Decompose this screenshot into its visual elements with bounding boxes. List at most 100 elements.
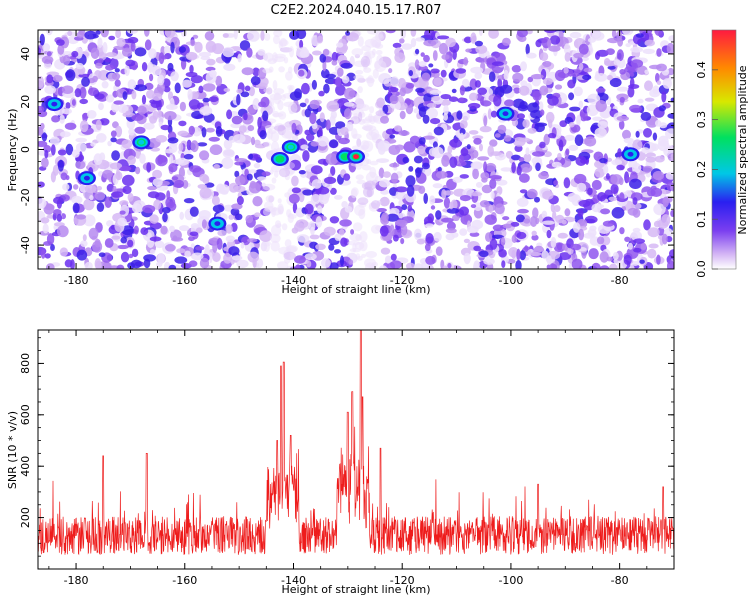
heatmap-cell <box>433 126 444 136</box>
heatmap-cell <box>422 135 435 140</box>
heatmap-cells <box>38 30 674 269</box>
heatmap-cell <box>605 48 615 55</box>
heatmap-cell <box>474 72 483 80</box>
heatmap-cell <box>568 121 575 128</box>
heatmap-cell <box>625 176 631 183</box>
heatmap-cell <box>298 69 305 77</box>
heatmap-cell <box>470 32 477 44</box>
heatmap-cell <box>140 227 149 236</box>
heatmap-cell <box>595 51 600 61</box>
heatmap-cell <box>516 30 528 38</box>
heatmap-cell <box>539 85 549 96</box>
heatmap-cell <box>53 196 64 204</box>
heatmap-cell <box>380 247 391 255</box>
heatmap-cell <box>480 172 490 180</box>
heatmap-cell <box>481 184 493 194</box>
heatmap-cell <box>587 187 593 196</box>
heatmap-cell <box>468 102 481 109</box>
heatmap-cell <box>375 110 385 117</box>
heatmap-cell <box>279 37 288 47</box>
x-tick-label: -180 <box>64 274 89 287</box>
heatmap-cell <box>194 41 203 53</box>
heatmap-cell <box>360 144 369 150</box>
heatmap-cell <box>670 210 674 217</box>
heatmap-cell <box>624 236 631 242</box>
heatmap-cell <box>215 125 223 137</box>
heatmap-cell <box>195 227 203 233</box>
heatmap-cell <box>322 59 327 72</box>
heatmap-cell <box>425 233 434 244</box>
heatmap-cell <box>152 178 163 187</box>
heatmap-cell <box>164 30 176 38</box>
heatmap-cell <box>116 264 125 269</box>
heatmap-cell <box>670 153 674 162</box>
heatmap-cell <box>463 238 470 244</box>
heatmap-cell <box>503 69 509 81</box>
heatmap-cell <box>246 47 253 58</box>
heatmap-cell <box>594 73 608 82</box>
heatmap-cell <box>656 80 662 85</box>
heatmap-cell <box>375 31 384 39</box>
heatmap-cell <box>449 201 454 210</box>
heatmap-cell <box>642 48 655 55</box>
heatmap-cell <box>171 237 184 242</box>
heatmap-cell <box>178 46 186 53</box>
y-tick-label: 400 <box>19 456 32 477</box>
heatmap-cell <box>90 47 100 59</box>
heatmap-cell <box>577 209 584 218</box>
colorbar-ticks: 0.0 0.1 0.2 0.3 0.4 <box>695 61 718 278</box>
heatmap-cell <box>548 45 561 52</box>
heatmap-cell <box>463 36 473 44</box>
heatmap-cell <box>171 159 185 165</box>
heatmap-cell <box>415 87 425 93</box>
heatmap-cell <box>38 76 44 88</box>
heatmap-cell <box>405 82 415 89</box>
heatmap-cell <box>629 77 635 89</box>
heatmap-cell <box>423 193 429 204</box>
heatmap-cell <box>340 62 353 69</box>
colorbar: 0.0 0.1 0.2 0.3 0.4 Normalized spectral ampl… <box>695 29 749 278</box>
heatmap-cell <box>484 214 497 225</box>
heatmap-cell <box>122 174 135 186</box>
heatmap-cell <box>125 110 131 116</box>
heatmap-cell <box>635 130 640 138</box>
heatmap-cell <box>247 30 260 42</box>
heatmap-cell <box>60 131 71 138</box>
heatmap-cell <box>130 41 136 52</box>
heatmap-cell <box>430 68 440 74</box>
heatmap-cell <box>52 75 63 82</box>
heatmap-cell <box>157 74 165 86</box>
heatmap-cell <box>355 92 360 102</box>
heatmap-cell <box>383 171 391 178</box>
heatmap-cell <box>340 255 344 267</box>
heatmap-cell <box>120 204 130 217</box>
heatmap-cell <box>51 115 61 123</box>
heatmap-cell <box>118 104 129 114</box>
y-tick-label: 200 <box>19 507 32 528</box>
heatmap-cell <box>79 86 87 99</box>
heatmap-cell <box>130 259 142 269</box>
heatmap-cell <box>406 184 415 197</box>
heatmap-cell <box>380 115 389 124</box>
heatmap-cell <box>127 36 139 44</box>
heatmap-cell <box>98 102 104 111</box>
heatmap-cell <box>623 254 632 265</box>
heatmap-cell <box>538 171 550 180</box>
heatmap-cell <box>287 66 293 74</box>
heatmap-cell <box>488 30 499 39</box>
heatmap-cell <box>609 77 622 88</box>
heatmap-cell <box>359 240 368 252</box>
heatmap-cell <box>421 72 431 82</box>
heatmap-cell <box>408 70 413 77</box>
heatmap-cell <box>325 73 337 79</box>
heatmap-cell <box>463 57 469 66</box>
heatmap-cell <box>245 215 254 224</box>
heatmap-cell <box>111 150 120 161</box>
heatmap-cell <box>270 141 280 153</box>
heatmap-cell <box>372 39 382 48</box>
heatmap-cell <box>616 115 629 122</box>
heatmap-cell <box>111 191 124 198</box>
heatmap-cell <box>253 139 261 146</box>
heatmap-cell <box>361 164 372 171</box>
heatmap-cell <box>76 31 85 38</box>
